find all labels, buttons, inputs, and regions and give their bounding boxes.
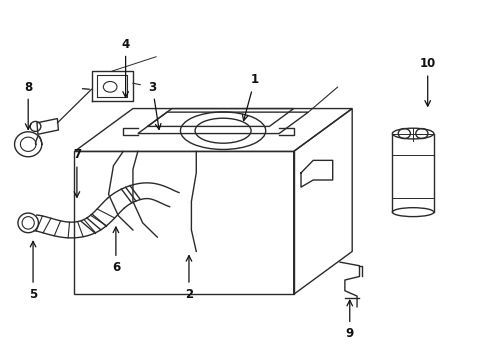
- Text: 8: 8: [24, 81, 32, 129]
- Text: 9: 9: [345, 300, 354, 340]
- Text: 7: 7: [73, 148, 81, 197]
- Text: 6: 6: [112, 227, 120, 274]
- Text: 3: 3: [148, 81, 161, 130]
- Text: 4: 4: [122, 38, 130, 97]
- Text: 10: 10: [419, 57, 436, 106]
- Text: 1: 1: [243, 73, 259, 121]
- Text: 2: 2: [185, 256, 193, 301]
- Text: 5: 5: [29, 241, 37, 301]
